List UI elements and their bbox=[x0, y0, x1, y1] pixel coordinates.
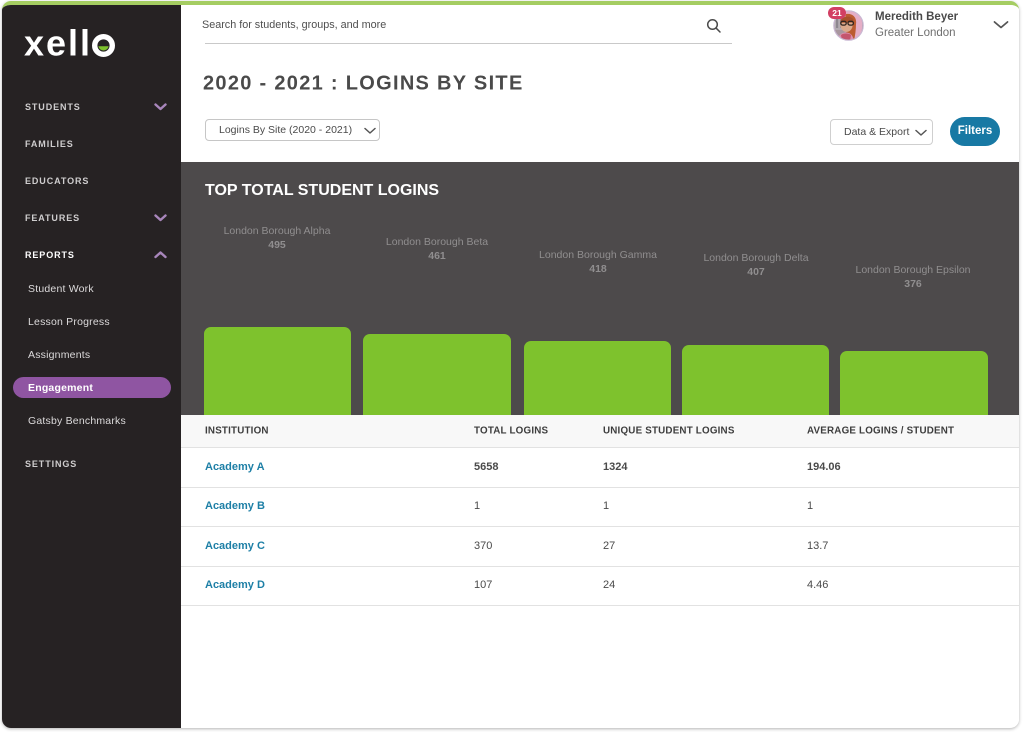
svg-text:xell: xell bbox=[24, 23, 92, 64]
